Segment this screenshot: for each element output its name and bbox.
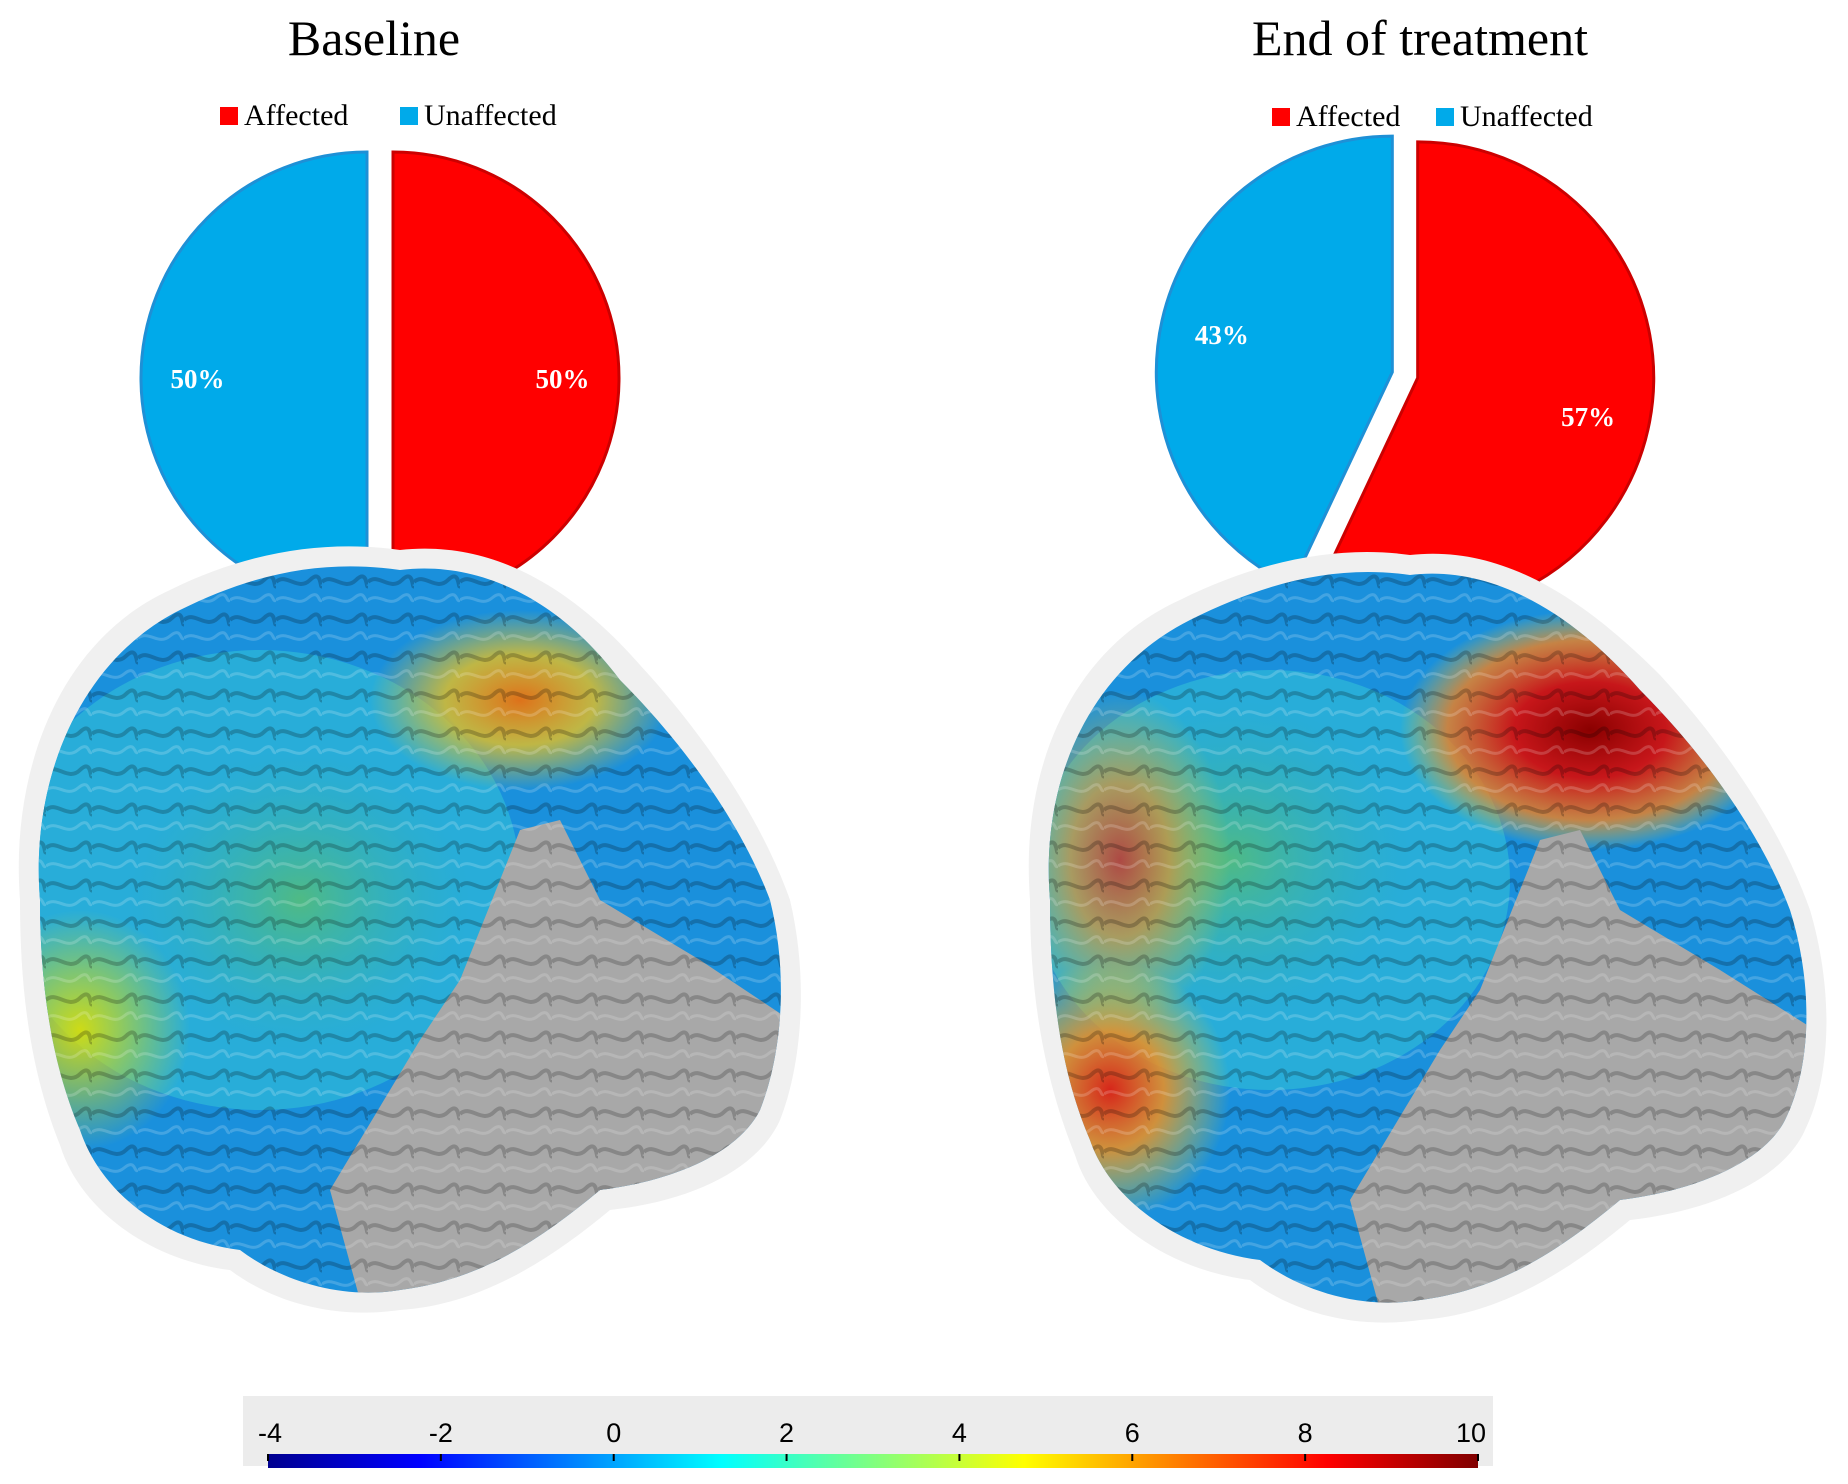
- brain-map-baseline: [18, 546, 801, 1313]
- pie-label-unaffected: 43%: [1195, 320, 1249, 350]
- legend-swatch-affected: [1272, 108, 1290, 126]
- baseline-title: Baseline: [288, 10, 460, 66]
- legend-label-affected: Affected: [244, 99, 348, 132]
- legend-swatch-affected: [220, 107, 238, 125]
- colorbar-tick-label: 0: [606, 1418, 621, 1448]
- legend-label-unaffected: Unaffected: [424, 99, 557, 132]
- colorbar-tick-label: -4: [258, 1418, 282, 1448]
- end-of-treatment-panel: End of treatment Affected Unaffected 57%…: [1154, 10, 1656, 616]
- legend-label-unaffected: Unaffected: [1460, 100, 1593, 133]
- colorbar-tick-label: -2: [429, 1418, 453, 1448]
- baseline-panel: Baseline Affected Unaffected 50% 50%: [139, 10, 621, 606]
- colorbar-tick-label: 4: [952, 1418, 967, 1448]
- colorbar-tick-label: 8: [1298, 1418, 1313, 1448]
- legend-swatch-unaffected: [1436, 108, 1454, 126]
- brain-map-end-of-treatment: [1028, 552, 1827, 1323]
- colorbar: -4 -2 0 2 4 6 8 10: [243, 1396, 1493, 1468]
- colorbar-tick-label: 10: [1456, 1418, 1486, 1448]
- pie-label-unaffected: 50%: [171, 364, 225, 394]
- end-of-treatment-title: End of treatment: [1252, 10, 1588, 66]
- colorbar-ticks: -4 -2 0 2 4 6 8 10: [258, 1418, 1486, 1461]
- end-of-treatment-pie: 57% 43%: [1154, 134, 1656, 616]
- end-of-treatment-legend: Affected Unaffected: [1272, 100, 1593, 133]
- baseline-pie: 50% 50%: [139, 150, 621, 606]
- legend-label-affected: Affected: [1296, 100, 1400, 133]
- baseline-legend: Affected Unaffected: [220, 99, 557, 132]
- colorbar-tick-label: 6: [1125, 1418, 1140, 1448]
- pie-slice-unaffected: [1154, 134, 1394, 588]
- pie-label-affected: 57%: [1561, 402, 1615, 432]
- colorbar-gradient: [268, 1454, 1478, 1468]
- legend-swatch-unaffected: [400, 107, 418, 125]
- pie-label-affected: 50%: [536, 364, 590, 394]
- colorbar-tick-label: 2: [779, 1418, 794, 1448]
